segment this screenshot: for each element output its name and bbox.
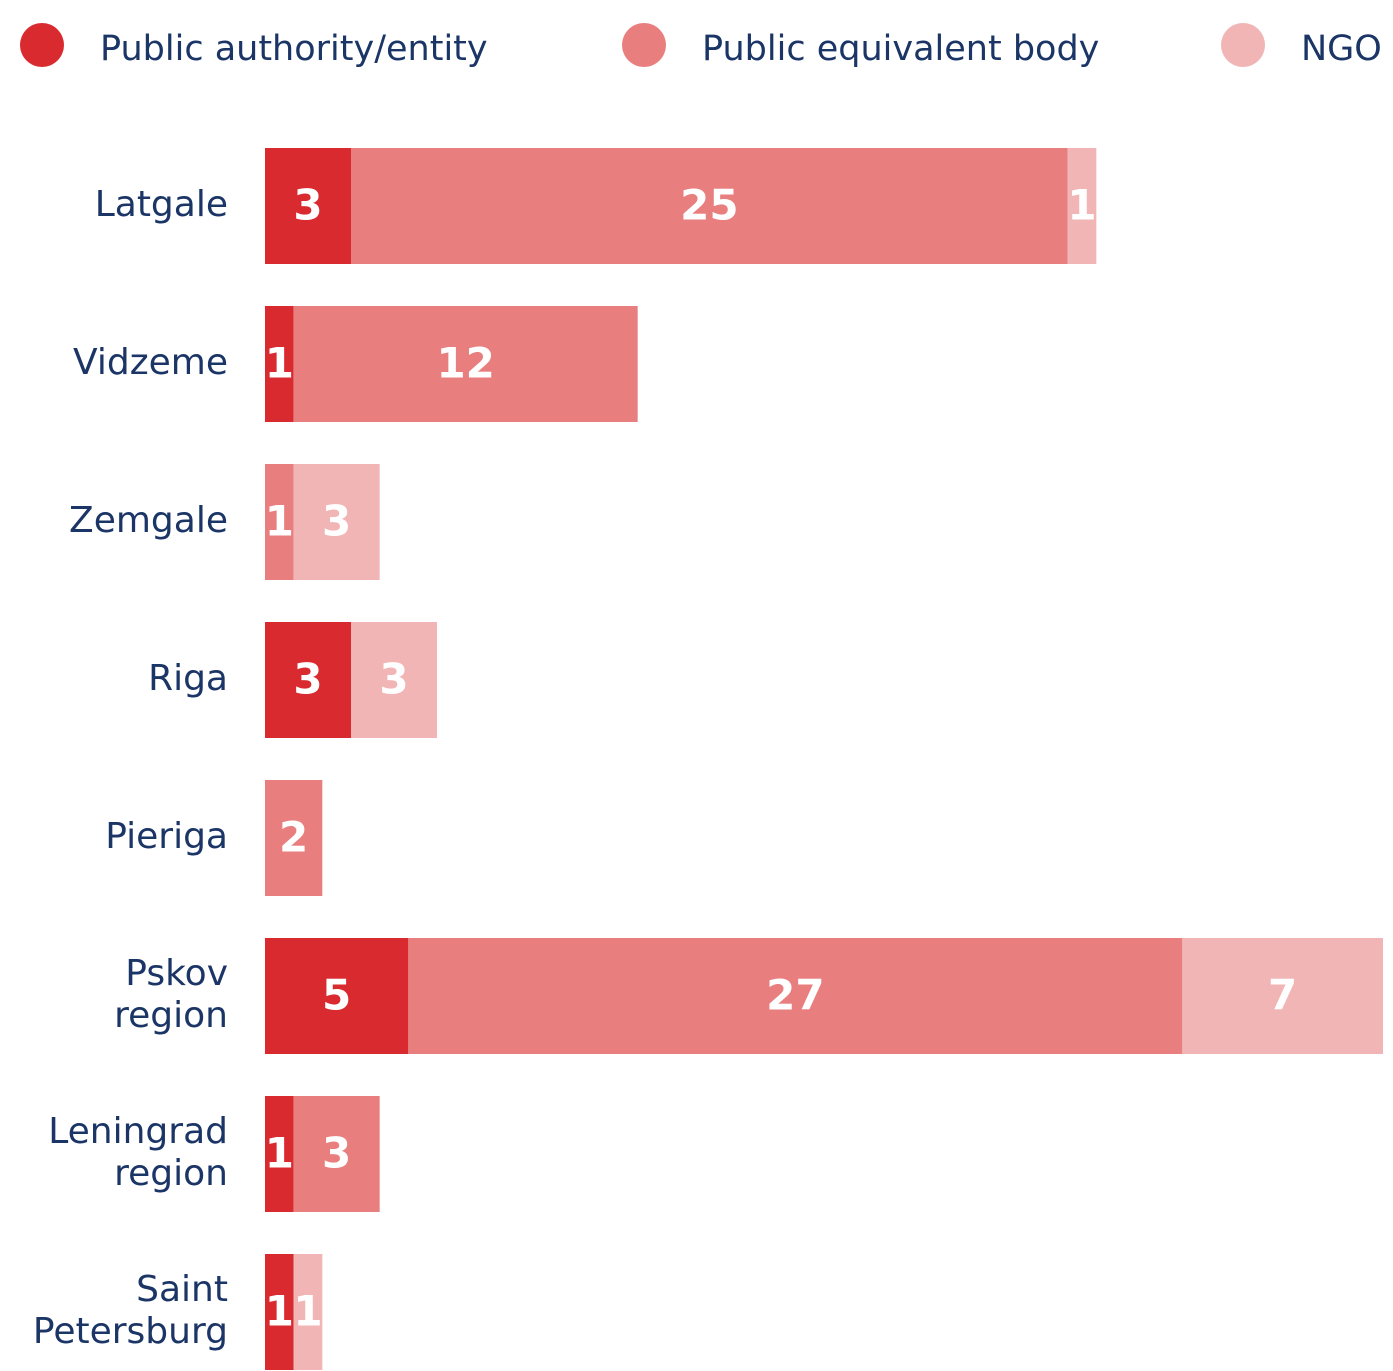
bar-segment	[265, 622, 351, 738]
value-label: 25	[680, 181, 738, 230]
legend-label: Public authority/entity	[100, 29, 488, 69]
category-label: Riga	[148, 658, 228, 699]
value-label: 3	[322, 1129, 351, 1178]
bar-segment	[265, 780, 323, 896]
legend-label: NGO	[1301, 29, 1382, 69]
bar-segment	[293, 1254, 323, 1370]
value-label: 1	[265, 1287, 294, 1336]
bar-segment	[265, 1096, 294, 1212]
bar-segment	[293, 306, 638, 422]
value-label: 7	[1268, 971, 1297, 1020]
value-label: 2	[279, 813, 308, 862]
legend-swatch	[1221, 23, 1265, 67]
category-label: Pieriga	[105, 816, 228, 857]
legend-swatch	[20, 23, 64, 67]
value-label: 5	[322, 971, 351, 1020]
bar-segment	[408, 938, 1183, 1054]
value-label: 1	[265, 339, 294, 388]
value-label: 1	[265, 497, 294, 546]
value-label: 1	[293, 1287, 322, 1336]
value-label: 3	[322, 497, 351, 546]
value-label: 3	[379, 655, 408, 704]
value-label: 12	[436, 339, 494, 388]
category-label: Pskov region	[114, 953, 228, 1036]
bar-segment	[1067, 148, 1097, 264]
value-label: 3	[293, 181, 322, 230]
bar-segment	[265, 306, 294, 422]
category-label: Leningrad region	[48, 1111, 228, 1194]
value-label: 3	[293, 655, 322, 704]
legend-swatch	[622, 23, 666, 67]
category-label: Saint Petersburg	[33, 1269, 228, 1352]
bar-segment	[351, 148, 1068, 264]
bar-segment	[293, 1096, 380, 1212]
bar-segment	[265, 148, 351, 264]
value-label: 1	[265, 1129, 294, 1178]
bar-segment	[265, 938, 409, 1054]
legend-label: Public equivalent body	[702, 29, 1099, 69]
bar-segment	[1182, 938, 1383, 1054]
value-label: 27	[766, 971, 824, 1020]
value-label: 1	[1067, 181, 1096, 230]
category-label: Zemgale	[69, 500, 228, 541]
bar-segment	[265, 464, 294, 580]
bar-segment	[265, 1254, 294, 1370]
bar-segment	[351, 622, 437, 738]
bar-segment	[293, 464, 380, 580]
category-label: Vidzeme	[73, 342, 228, 383]
category-label: Latgale	[95, 184, 228, 225]
